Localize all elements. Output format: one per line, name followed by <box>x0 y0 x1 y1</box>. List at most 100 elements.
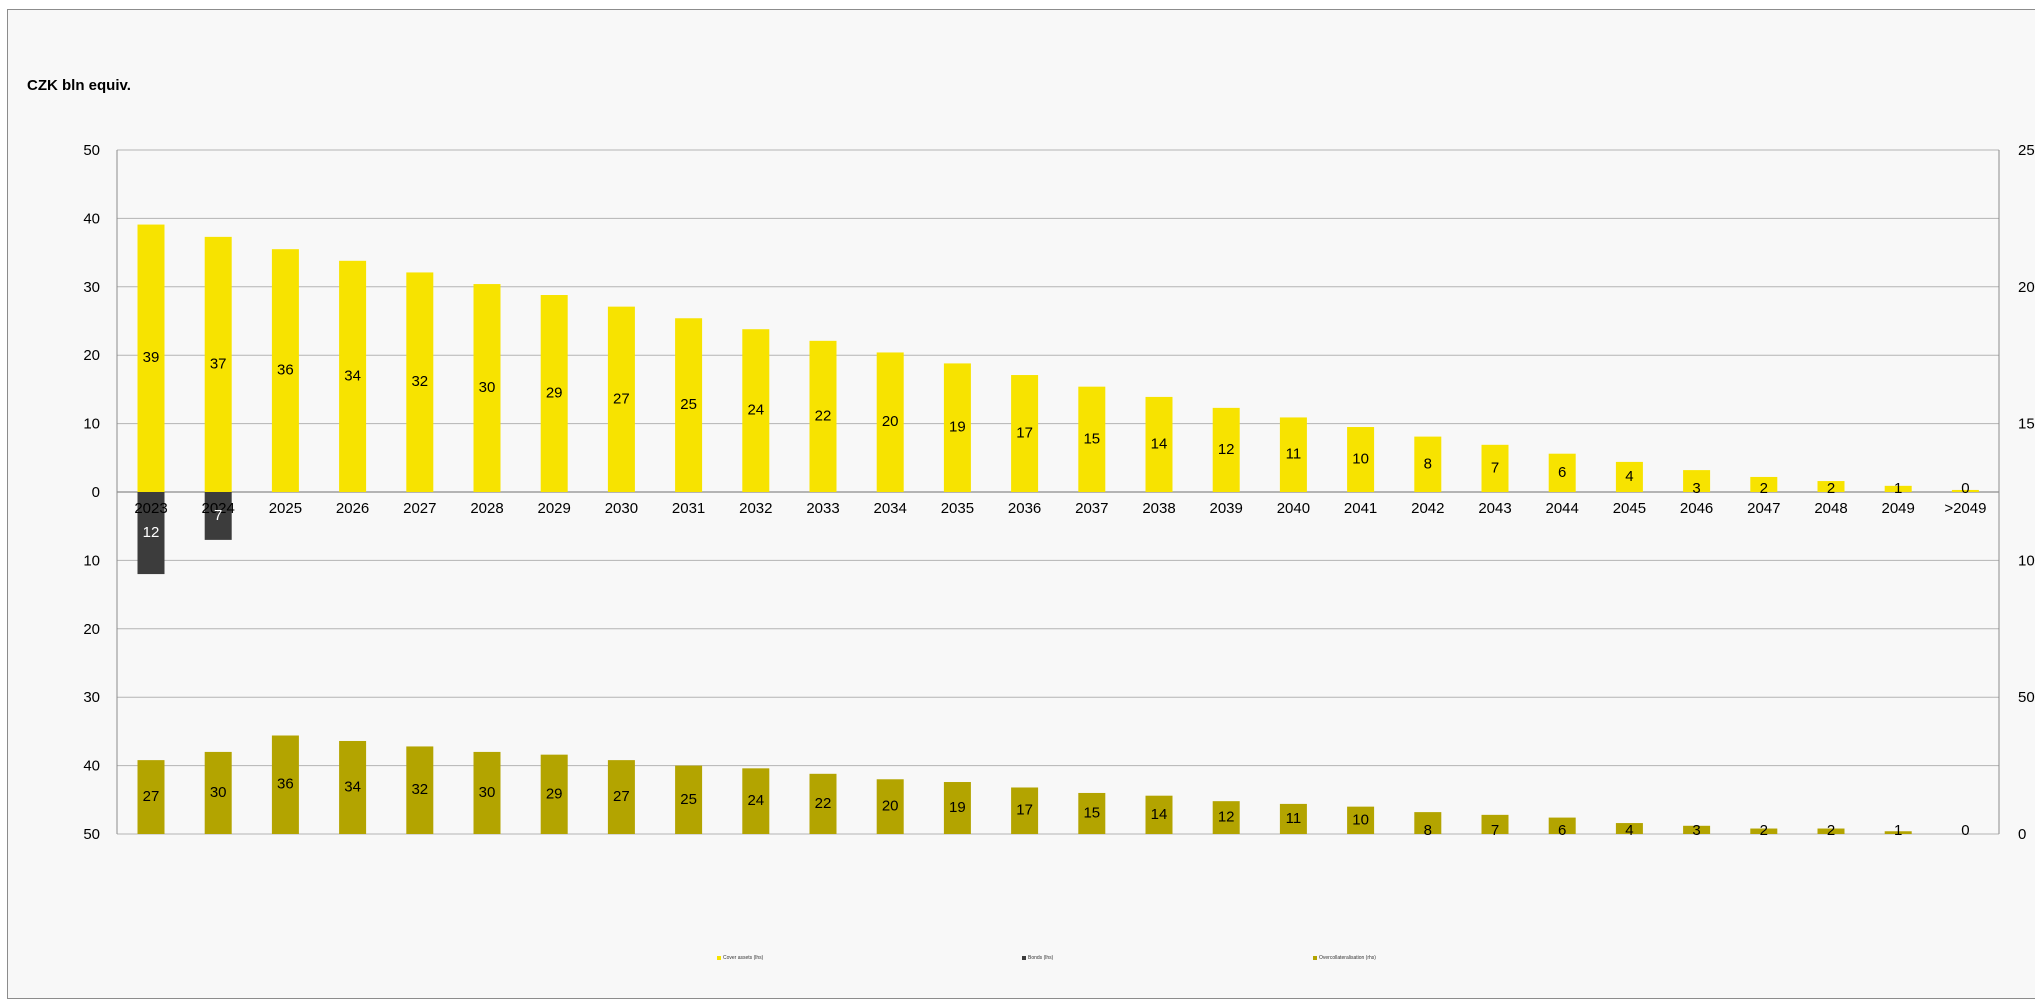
data-label-overcollateralisation: 4 <box>1625 822 1633 839</box>
data-label-cover-assets: 3 <box>1692 480 1700 497</box>
x-tick-label: 2025 <box>269 500 302 517</box>
bar-overcollateralisation <box>1145 795 1173 834</box>
bar-overcollateralisation <box>1548 817 1576 834</box>
x-tick-label: 2026 <box>336 500 369 517</box>
bar-cover-assets <box>1951 489 1979 492</box>
bar-overcollateralisation <box>876 779 904 834</box>
bar-cover-assets <box>1279 417 1307 492</box>
left-axis-tick-label: 20 <box>83 621 100 638</box>
data-label-cover-assets: 8 <box>1424 455 1432 472</box>
bar-overcollateralisation <box>540 754 568 834</box>
data-label-overcollateralisation: 7 <box>1491 822 1499 839</box>
data-label-cover-assets: 2 <box>1760 480 1768 497</box>
legend-label: Cover assets (lhs) <box>723 955 764 961</box>
data-label-cover-assets: 34 <box>344 367 361 384</box>
x-tick-label: 2037 <box>1075 500 1108 517</box>
data-label-cover-assets: 37 <box>210 355 227 372</box>
bar-cover-assets <box>1884 485 1912 492</box>
left-axis-tick-label: 0 <box>92 484 100 501</box>
data-label-overcollateralisation: 14 <box>1151 806 1168 823</box>
bar-overcollateralisation <box>137 760 165 834</box>
bar-cover-assets <box>876 352 904 492</box>
legend-item-overcollateralisation: Overcollateralisation (rhs) <box>1313 955 1376 961</box>
data-label-cover-assets: 22 <box>815 407 832 424</box>
data-label-overcollateralisation: 20 <box>882 798 899 815</box>
right-axis-tick-label: 50 <box>2018 689 2035 706</box>
legend-swatch <box>1022 956 1026 960</box>
data-label-overcollateralisation: 6 <box>1558 822 1566 839</box>
bar-overcollateralisation <box>406 746 434 834</box>
data-label-overcollateralisation: 2 <box>1760 822 1768 839</box>
right-axis-tick-label: 100 <box>2018 552 2035 569</box>
x-tick-label: 2024 <box>202 500 235 517</box>
x-tick-label: 2032 <box>739 500 772 517</box>
x-tick-label: 2047 <box>1747 500 1780 517</box>
bar-cover-assets <box>473 284 501 492</box>
data-label-overcollateralisation: 27 <box>613 788 630 805</box>
bar-overcollateralisation <box>339 740 367 834</box>
bar-overcollateralisation <box>1414 812 1442 834</box>
legend-swatch <box>717 956 721 960</box>
bar-cover-assets <box>540 295 568 492</box>
data-label-overcollateralisation: 27 <box>143 788 160 805</box>
left-axis-tick-label: 10 <box>83 416 100 433</box>
data-label-cover-assets: 39 <box>143 349 160 366</box>
data-label-cover-assets: 32 <box>411 373 428 390</box>
data-label-overcollateralisation: 36 <box>277 776 294 793</box>
data-label-cover-assets: 4 <box>1625 468 1633 485</box>
left-axis-tick-label: 40 <box>83 758 100 775</box>
data-label-overcollateralisation: 30 <box>210 784 227 801</box>
bar-cover-assets <box>607 306 635 492</box>
data-label-cover-assets: 10 <box>1352 450 1369 467</box>
data-label-cover-assets: 0 <box>1961 480 1969 497</box>
bar-cover-assets <box>1145 396 1173 492</box>
legend-item-cover-assets: Cover assets (lhs) <box>717 955 763 961</box>
x-tick-label: 2045 <box>1613 500 1646 517</box>
x-tick-label: 2044 <box>1546 500 1579 517</box>
data-label-overcollateralisation: 34 <box>344 778 361 795</box>
bar-cover-assets <box>943 363 971 492</box>
data-label-overcollateralisation: 12 <box>1218 809 1235 826</box>
data-label-cover-assets: 30 <box>479 379 496 396</box>
left-axis-tick-label: 50 <box>83 826 100 843</box>
x-tick-label: 2043 <box>1478 500 1511 517</box>
bar-overcollateralisation <box>1279 803 1307 834</box>
legend-label: Overcollateralisation (rhs) <box>1319 955 1376 961</box>
bar-bonds <box>204 492 232 540</box>
x-tick-label: 2029 <box>538 500 571 517</box>
data-label-overcollateralisation: 10 <box>1352 811 1369 828</box>
left-axis-tick-label: 50 <box>83 142 100 159</box>
bar-bonds <box>137 492 165 575</box>
data-label-cover-assets: 19 <box>949 419 966 436</box>
data-label-overcollateralisation: 32 <box>411 781 428 798</box>
right-axis-tick-label: 250 <box>2018 142 2035 159</box>
x-tick-label: 2041 <box>1344 500 1377 517</box>
data-label-bonds: 12 <box>143 524 160 541</box>
bar-cover-assets <box>1548 453 1576 492</box>
bar-cover-assets <box>1817 481 1845 492</box>
data-label-overcollateralisation: 25 <box>680 791 697 808</box>
data-label-overcollateralisation: 24 <box>747 792 764 809</box>
bar-overcollateralisation <box>1817 828 1845 834</box>
bar-overcollateralisation <box>742 768 770 834</box>
data-label-bonds: 7 <box>214 507 222 524</box>
legend-label: Bonds (lhs) <box>1028 955 1054 961</box>
bar-overcollateralisation <box>809 773 837 834</box>
left-axis-tick-label: 10 <box>83 552 100 569</box>
x-tick-label: 2030 <box>605 500 638 517</box>
bar-overcollateralisation <box>607 760 635 834</box>
data-label-cover-assets: 27 <box>613 390 630 407</box>
bar-cover-assets <box>1414 436 1442 492</box>
x-tick-label: 2048 <box>1814 500 1847 517</box>
bar-cover-assets <box>271 249 299 492</box>
left-axis-tick-label: 30 <box>83 689 100 706</box>
data-label-overcollateralisation: 1 <box>1894 822 1902 839</box>
data-label-cover-assets: 17 <box>1016 424 1033 441</box>
data-label-cover-assets: 24 <box>747 402 764 419</box>
legend-swatch <box>1313 956 1317 960</box>
data-label-cover-assets: 1 <box>1894 480 1902 497</box>
data-label-cover-assets: 7 <box>1491 459 1499 476</box>
x-tick-label: 2038 <box>1142 500 1175 517</box>
x-tick-label: 2039 <box>1210 500 1243 517</box>
